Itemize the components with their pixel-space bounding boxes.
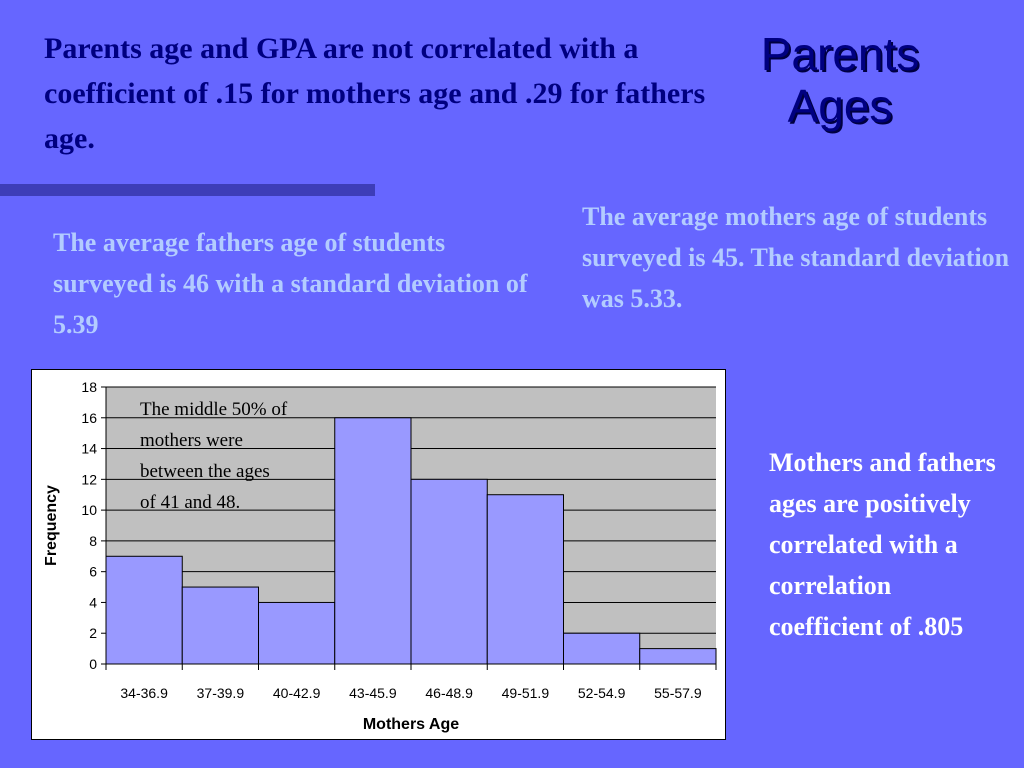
- bar: [181, 586, 259, 665]
- y-tick-label: 16: [81, 410, 97, 426]
- y-tick-label: 4: [89, 594, 97, 610]
- correlation-text: Mothers and fathers ages are positively …: [769, 448, 996, 641]
- bar: [105, 555, 183, 665]
- y-tick-label: 6: [89, 564, 97, 580]
- mothers-age-text: The average mothers age of students surv…: [582, 202, 1010, 313]
- y-axis-label: Frequency: [43, 485, 60, 566]
- title-underline-bar: [0, 184, 375, 196]
- y-tick-label: 14: [81, 441, 97, 457]
- tick-labels: 0 2 4 6 8 10 12 14 16 18 34-36.9 37-39.9 40-42.9 43-4…: [81, 379, 701, 701]
- chart-svg: 0 2 4 6 8 10 12 14 16 18 34-36.9 37-39.9 40-42.9 43-4…: [43, 379, 717, 733]
- y-tick-label: 12: [81, 471, 97, 487]
- x-tick-label: 43-45.9: [349, 685, 397, 701]
- x-tick-label: 55-57.9: [654, 685, 702, 701]
- bar: [639, 648, 717, 665]
- y-tick-label: 18: [81, 379, 97, 395]
- fathers-age-text: The average fathers age of students surv…: [53, 228, 528, 339]
- headline: Parents age and GPA are not correlated w…: [44, 32, 706, 155]
- bars: [105, 417, 717, 665]
- x-tick-label: 37-39.9: [197, 685, 245, 701]
- bar: [410, 478, 488, 665]
- bar: [486, 494, 564, 665]
- x-tick-label: 34-36.9: [120, 685, 168, 701]
- bar: [258, 601, 336, 665]
- y-tick-label: 0: [89, 656, 97, 672]
- x-tick-label: 49-51.9: [502, 685, 550, 701]
- y-tick-label: 8: [89, 533, 97, 549]
- bar: [334, 417, 412, 665]
- axes: [105, 387, 717, 670]
- y-tick-label: 2: [89, 625, 97, 641]
- x-tick-label: 52-54.9: [578, 685, 626, 701]
- slide-title: Parents Ages: [760, 28, 920, 132]
- x-tick-label: 40-42.9: [273, 685, 321, 701]
- y-tick-label: 10: [81, 502, 97, 518]
- mothers-age-histogram: 0 2 4 6 8 10 12 14 16 18 34-36.9 37-39.9 40-42.9 43-4…: [31, 369, 726, 740]
- bar: [563, 632, 641, 665]
- x-tick-label: 46-48.9: [425, 685, 473, 701]
- x-axis-label: Mothers Age: [363, 716, 459, 733]
